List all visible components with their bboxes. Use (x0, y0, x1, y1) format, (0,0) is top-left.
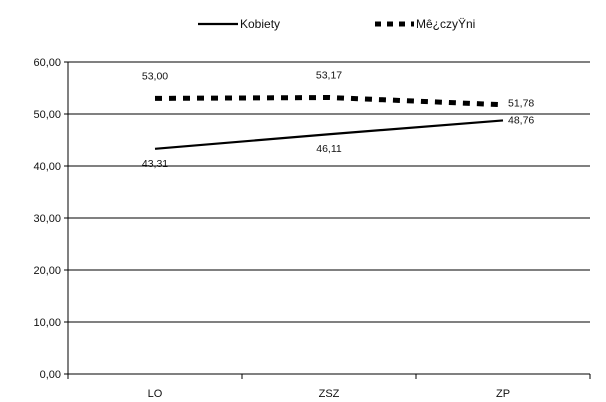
series-line-1 (154, 95, 504, 108)
y-tick-label-4: 40,00 (33, 161, 61, 173)
legend-label-kobiety: Kobiety (240, 17, 280, 31)
x-tick-label-2: ZP (496, 388, 510, 400)
gridlines (68, 61, 590, 375)
y-tick-label-5: 50,00 (33, 109, 61, 121)
data-label-0-2: 48,76 (508, 114, 534, 126)
y-axis: 0,00 10,00 20,00 30,00 40,00 50,00 60,00 (33, 57, 69, 381)
data-label-0-0: 43,31 (142, 158, 168, 170)
x-axis: LO ZSZ ZP (67, 374, 591, 400)
y-tick-label-6: 60,00 (33, 57, 61, 69)
data-label-0-1: 46,11 (316, 143, 342, 155)
x-tick-label-0: LO (148, 388, 163, 400)
legend-label-mezczyzni: Mê¿czyŸni (416, 17, 475, 31)
y-tick-label-0: 0,00 (40, 369, 61, 381)
y-tick-label-2: 20,00 (33, 265, 61, 277)
data-label-1-0: 53,00 (142, 70, 168, 82)
data-labels: 43,31 46,11 48,76 53,00 53,17 51,78 (142, 70, 535, 170)
y-tick-label-1: 10,00 (33, 317, 61, 329)
series-line-0 (154, 119, 504, 150)
y-tick-label-3: 30,00 (33, 213, 61, 225)
data-label-1-1: 53,17 (316, 70, 342, 82)
series-lines (154, 95, 504, 150)
x-tick-label-1: ZSZ (319, 388, 340, 400)
data-label-1-2: 51,78 (508, 98, 534, 110)
legend: Kobiety Mê¿czyŸni (198, 17, 475, 31)
